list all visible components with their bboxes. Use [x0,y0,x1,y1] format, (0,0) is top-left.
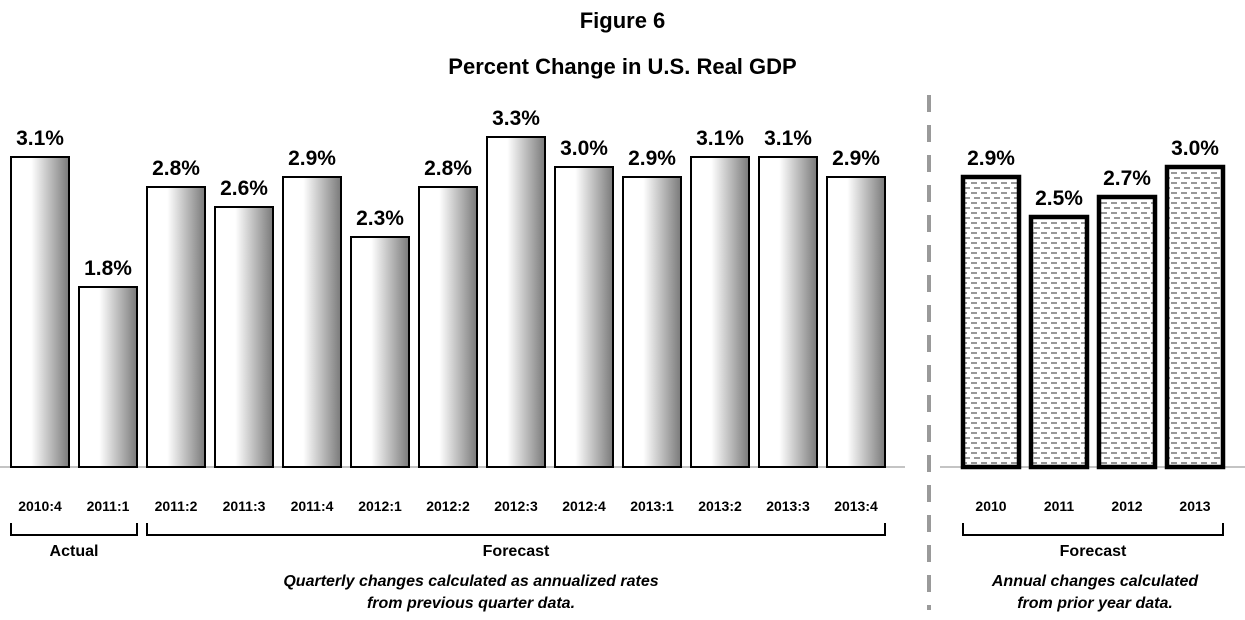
bar-value-label: 2.9% [832,147,880,170]
group-label: Forecast [483,543,550,560]
bar-value-label: 2.6% [220,177,268,200]
x-tick-label: 2011:1 [87,498,130,514]
bar-value-label: 2.9% [628,147,676,170]
x-tick-label: 2011:4 [291,498,334,514]
bar-value-label: 3.0% [1171,137,1219,160]
quarterly-bar [78,286,138,468]
x-tick-label: 2011:3 [223,498,266,514]
annual-bar [960,174,1022,470]
bar-value-label: 3.1% [696,127,744,150]
x-tick-label: 2012:3 [494,498,538,514]
bar-value-label: 1.8% [84,257,132,280]
quarterly-bar [350,236,410,468]
annual-bar [1096,194,1158,470]
quarterly-bar [146,186,206,468]
group-bracket [10,523,138,536]
chart-note: Annual changes calculated [991,573,1200,590]
chart-note: Quarterly changes calculated as annualiz… [283,573,658,590]
quarterly-bar [282,176,342,468]
quarterly-bar [622,176,682,468]
bar-value-label: 3.1% [764,127,812,150]
group-bracket [962,523,1224,536]
x-tick-label: 2012:1 [358,498,402,514]
bar-value-label: 2.8% [152,157,200,180]
x-tick-label: 2011:2 [155,498,198,514]
chart-note: from previous quarter data. [367,595,575,612]
quarterly-bar [554,166,614,468]
bar-value-label: 2.9% [967,147,1015,170]
chart-note: from prior year data. [1017,595,1173,612]
figure-subtitle: Percent Change in U.S. Real GDP [448,54,797,79]
quarterly-bar [486,136,546,468]
x-tick-label: 2012 [1111,498,1142,514]
bar-value-label: 2.8% [424,157,472,180]
x-tick-label: 2013:2 [698,498,742,514]
x-tick-label: 2012:4 [562,498,606,514]
bar-value-label: 2.9% [288,147,336,170]
x-tick-label: 2013:3 [766,498,810,514]
quarterly-bar [826,176,886,468]
quarterly-bar [690,156,750,468]
figure-title: Figure 6 [579,8,666,33]
annual-bar [1164,164,1226,470]
bar-value-label: 2.3% [356,207,404,230]
quarterly-bar [418,186,478,468]
group-label: Forecast [1060,543,1127,560]
x-tick-label: 2012:2 [426,498,470,514]
bar-value-label: 2.7% [1103,167,1151,190]
group-bracket [146,523,886,536]
quarterly-bar [758,156,818,468]
bar-value-label: 3.0% [560,137,608,160]
annual-bar [1028,214,1090,470]
x-tick-label: 2010:4 [18,498,62,514]
quarterly-bar [214,206,274,468]
x-tick-label: 2013:1 [630,498,674,514]
x-tick-label: 2013:4 [834,498,878,514]
bar-value-label: 2.5% [1035,187,1083,210]
group-label: Actual [50,543,99,560]
x-tick-label: 2013 [1179,498,1210,514]
bar-value-label: 3.3% [492,107,540,130]
x-tick-label: 2010 [975,498,1006,514]
quarterly-bar [10,156,70,468]
bar-value-label: 3.1% [16,127,64,150]
x-tick-label: 2011 [1044,498,1075,514]
